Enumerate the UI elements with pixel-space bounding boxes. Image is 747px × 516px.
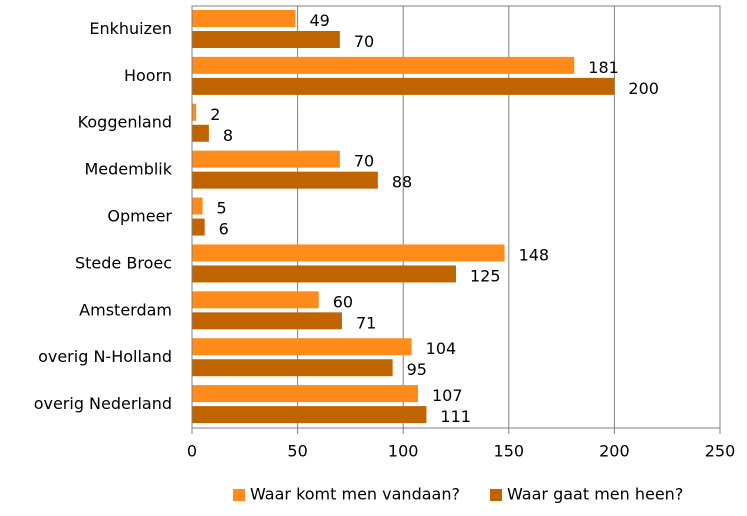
bar	[192, 171, 378, 189]
value-label: 111	[440, 407, 471, 426]
y-tick-label: Medemblik	[84, 160, 172, 179]
legend-label: Waar gaat men heen?	[507, 485, 683, 504]
value-label: 60	[333, 292, 353, 311]
value-label: 88	[392, 173, 412, 192]
y-tick-label: Stede Broec	[75, 253, 172, 272]
value-label: 148	[519, 245, 550, 264]
bar	[192, 265, 456, 283]
value-label: 2	[210, 105, 220, 124]
y-tick-label: Opmeer	[107, 207, 172, 226]
bar	[192, 338, 412, 356]
plot-area	[191, 5, 721, 429]
value-label: 104	[426, 339, 457, 358]
bar	[192, 77, 615, 95]
bar	[192, 218, 205, 236]
value-label: 71	[356, 313, 376, 332]
value-label: 8	[223, 126, 233, 145]
value-label: 200	[628, 79, 659, 98]
value-label: 5	[217, 199, 227, 218]
y-tick-label: Amsterdam	[79, 300, 172, 319]
y-tick-label: Hoorn	[124, 66, 172, 85]
legend-swatch	[490, 489, 502, 501]
x-tick-label: 100	[388, 442, 419, 461]
value-label: 70	[354, 32, 374, 51]
bar	[192, 385, 418, 403]
legend-label: Waar komt men vandaan?	[250, 485, 460, 504]
value-label: 6	[219, 220, 229, 239]
value-label: 95	[407, 360, 427, 379]
y-tick-label: Enkhuizen	[89, 19, 172, 38]
legend-swatch	[233, 489, 245, 501]
x-tick-label: 150	[494, 442, 525, 461]
x-tick-label: 0	[187, 442, 197, 461]
bar	[192, 312, 342, 330]
x-tick-label: 200	[599, 442, 630, 461]
bar	[192, 244, 505, 262]
x-tick-label: 50	[287, 442, 307, 461]
y-tick-label: overig N-Holland	[38, 347, 172, 366]
bar	[192, 406, 427, 424]
bar	[192, 31, 340, 48]
value-label: 70	[354, 152, 374, 171]
bar	[192, 56, 575, 74]
bar	[192, 150, 340, 168]
value-label: 107	[432, 386, 463, 405]
bar	[192, 124, 209, 142]
value-label: 49	[309, 11, 329, 30]
bar	[192, 197, 203, 215]
value-label: 181	[588, 58, 619, 77]
y-tick-label: Koggenland	[78, 113, 172, 132]
y-tick-label: overig Nederland	[34, 394, 172, 413]
bar	[192, 10, 296, 27]
bar	[192, 359, 393, 377]
bar	[192, 103, 197, 121]
x-tick-label: 250	[705, 442, 736, 461]
value-label: 125	[470, 266, 501, 285]
bar	[192, 291, 319, 309]
